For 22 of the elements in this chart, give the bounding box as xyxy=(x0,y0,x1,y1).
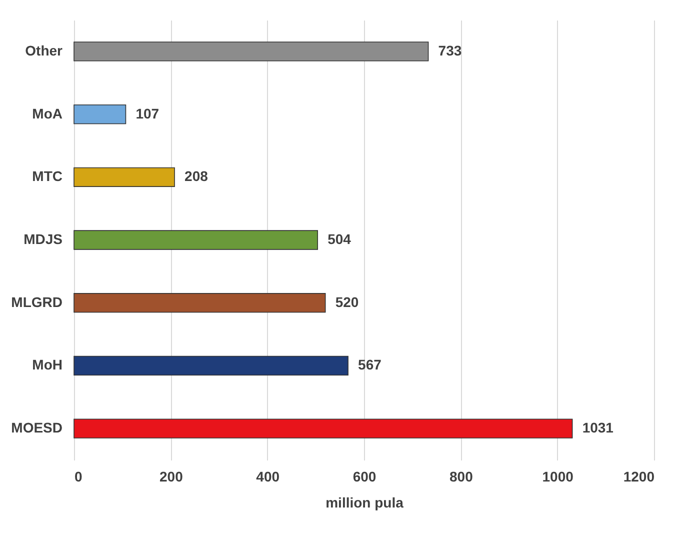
data-label: 1031 xyxy=(582,420,614,436)
x-tick-label: 800 xyxy=(449,468,474,484)
y-tick-label: MOESD xyxy=(11,420,62,436)
x-tick-label: 1000 xyxy=(542,468,574,484)
y-tick-label: Other xyxy=(25,42,64,58)
data-label: 520 xyxy=(335,294,359,310)
y-tick-label: MoA xyxy=(32,105,62,122)
x-tick-label: 0 xyxy=(74,468,82,484)
x-tick-label: 400 xyxy=(256,468,280,484)
y-tick-label: MLGRD xyxy=(11,294,62,310)
y-tick-label: MTC xyxy=(32,168,62,184)
y-tick-label: MDJS xyxy=(24,231,62,247)
x-tick-label: 200 xyxy=(159,468,184,484)
data-label: 208 xyxy=(184,168,208,184)
data-label: 733 xyxy=(438,42,462,58)
data-label: 567 xyxy=(358,356,382,373)
data-label: 504 xyxy=(328,231,352,247)
x-tick-label: 600 xyxy=(352,468,376,484)
data-label: 107 xyxy=(136,105,160,122)
x-tick-label: 1200 xyxy=(623,468,655,484)
x-axis-title: million pula xyxy=(326,494,404,510)
y-tick-label: MoH xyxy=(32,356,62,373)
